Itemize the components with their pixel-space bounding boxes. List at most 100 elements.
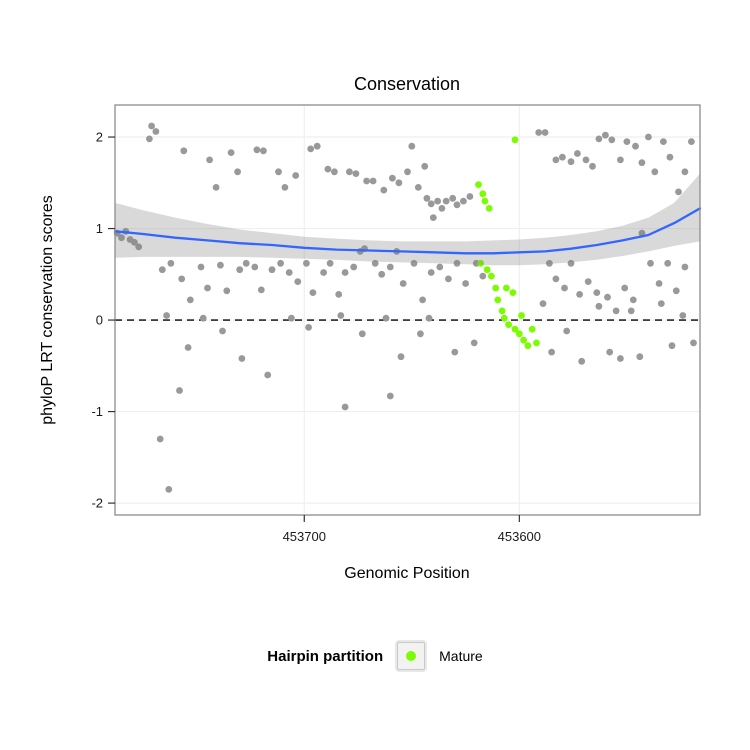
hairpin-data-point (242, 259, 250, 267)
hairpin-data-point (165, 486, 173, 493)
hairpin-data-point (419, 296, 426, 304)
hairpin-data-point (582, 156, 590, 164)
plot-area: 453700 453600 2 1 0 -1 -2 (91, 104, 702, 544)
mature-data-point (500, 314, 508, 322)
legend: Hairpin partition Mature (0, 640, 750, 672)
hairpin-data-point (595, 135, 603, 143)
hairpin-data-point (389, 174, 396, 182)
hairpin-data-point (251, 263, 259, 271)
hairpin-data-point (380, 186, 388, 194)
hairpin-data-point (320, 269, 327, 276)
mature-data-point (492, 284, 500, 292)
hairpin-data-point (546, 259, 553, 267)
hairpin-data-point (574, 150, 581, 157)
hairpin-data-point (236, 266, 244, 274)
hairpin-data-point (438, 205, 446, 212)
hairpin-data-point (152, 128, 160, 135)
hairpin-data-point (655, 280, 663, 287)
hairpin-data-point (277, 259, 284, 267)
hairpin-data-point (212, 184, 220, 191)
mature-data-point (494, 296, 502, 304)
hairpin-data-point (350, 263, 358, 271)
hairpin-data-point (429, 214, 437, 222)
hairpin-data-point (414, 184, 422, 191)
hairpin-data-point (552, 156, 560, 164)
chart-svg: 453700 453600 2 1 0 -1 -2 Conservation Genomic… (39, 74, 702, 582)
hairpin-data-point (219, 327, 226, 335)
hairpin-data-point (606, 348, 614, 356)
x-tick-label: 453700 (283, 529, 326, 544)
hairpin-data-point (593, 289, 601, 296)
hairpin-data-point (462, 280, 469, 287)
hairpin-data-point (436, 263, 444, 271)
hairpin-data-point (307, 145, 315, 153)
mature-data-point (477, 259, 484, 267)
hairpin-data-point (268, 266, 276, 274)
hairpin-data-point (146, 135, 153, 143)
hairpin-data-point (386, 263, 394, 271)
hairpin-data-point (675, 188, 682, 196)
hairpin-data-point (204, 284, 211, 292)
hairpin-data-point (638, 229, 646, 237)
hairpin-data-point (672, 287, 680, 295)
mature-data-point (511, 325, 519, 333)
hairpin-data-point (638, 159, 646, 167)
mature-point-icon (406, 651, 417, 661)
mature-data-point (520, 336, 527, 344)
hairpin-data-point (427, 269, 435, 276)
hairpin-data-point (595, 302, 603, 310)
hairpin-data-point (559, 153, 566, 161)
hairpin-data-point (563, 327, 571, 335)
mature-data-point (528, 325, 536, 333)
hairpin-data-point (617, 156, 624, 164)
hairpin-data-point (621, 284, 629, 292)
mature-data-point (483, 266, 491, 274)
mature-data-point (485, 205, 493, 212)
hairpin-data-point (158, 266, 166, 274)
hairpin-data-point (163, 312, 171, 319)
hairpin-data-point (460, 197, 467, 205)
hairpin-data-point (178, 275, 186, 283)
hairpin-data-point (184, 344, 192, 351)
hairpin-data-point (346, 168, 353, 176)
hairpin-data-point (217, 261, 224, 269)
hairpin-data-point (199, 314, 207, 322)
hairpin-data-point (257, 286, 265, 294)
mature-data-point (503, 284, 510, 292)
hairpin-data-point (666, 153, 674, 161)
mature-data-point (509, 289, 517, 296)
confidence-ribbon (115, 173, 700, 266)
hairpin-data-point (131, 238, 138, 246)
hairpin-data-point (337, 312, 345, 319)
mature-data-point (505, 321, 512, 328)
y-tick-label: -2 (91, 496, 103, 511)
hairpin-data-point (253, 146, 261, 154)
y-tick-label: 2 (96, 130, 103, 145)
chart-title: Conservation (354, 74, 460, 94)
hairpin-data-point (657, 300, 665, 307)
legend-item-mature: Mature (439, 648, 483, 664)
hairpin-data-point (617, 355, 624, 362)
hairpin-data-point (118, 234, 125, 242)
mature-data-point (481, 197, 489, 205)
y-tick-label: -1 (91, 404, 103, 419)
hairpin-data-point (623, 138, 631, 146)
hairpin-data-point (410, 259, 418, 267)
hairpin-data-point (309, 289, 317, 296)
mature-data-point (498, 307, 506, 315)
hairpin-data-point (690, 339, 697, 347)
hairpin-data-point (578, 357, 586, 365)
hairpin-data-point (421, 162, 429, 170)
hairpin-data-point (453, 259, 461, 267)
hairpin-data-point (602, 131, 609, 139)
hairpin-data-point (423, 194, 431, 202)
panel-border (114, 104, 701, 516)
mature-data-point (518, 312, 525, 319)
hairpin-data-point (234, 168, 242, 176)
hairpin-data-point (305, 324, 312, 331)
hairpin-data-point (470, 339, 478, 347)
hairpin-data-point (632, 142, 639, 150)
legend-title: Hairpin partition (267, 647, 384, 665)
hairpin-data-point (281, 184, 289, 191)
